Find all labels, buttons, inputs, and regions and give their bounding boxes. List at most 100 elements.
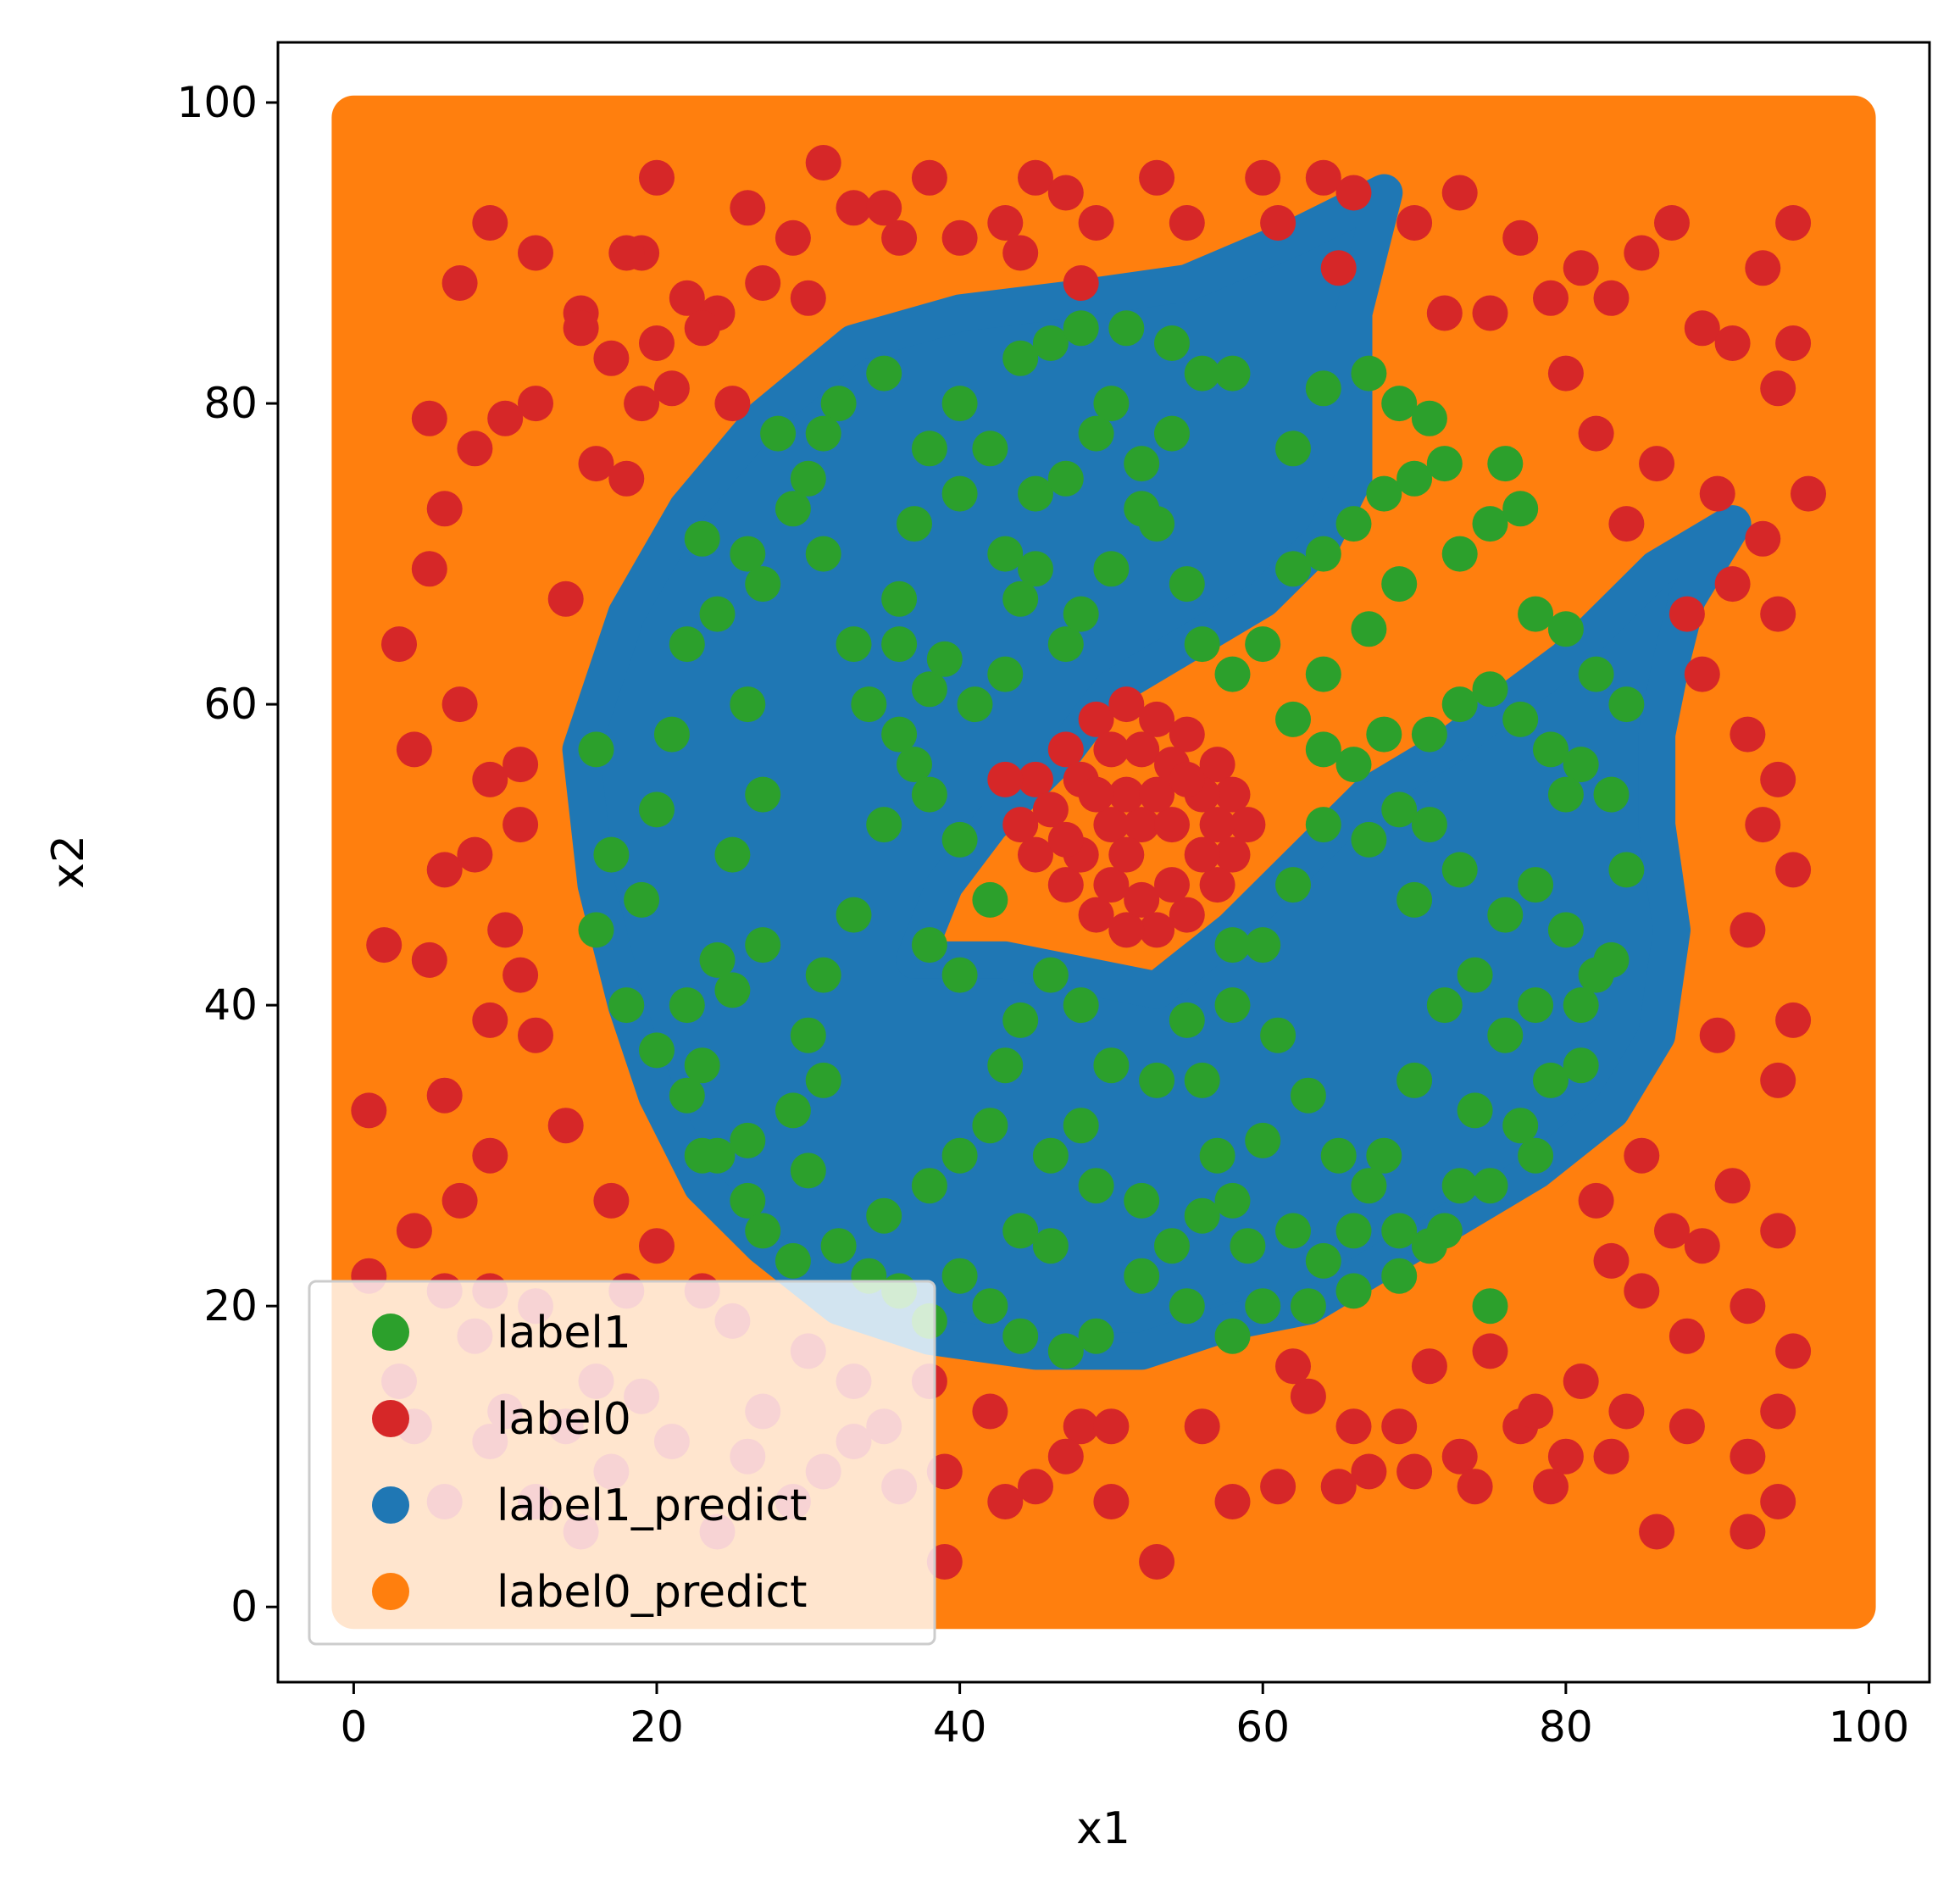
point-label1 [760, 415, 797, 452]
point-label0 [987, 1484, 1024, 1519]
point-label0 [547, 580, 584, 617]
point-label0 [1154, 807, 1190, 843]
point-label1 [699, 941, 736, 978]
point-label0 [1608, 1393, 1645, 1430]
y-tick-label: 20 [203, 1281, 258, 1330]
point-label1 [1518, 867, 1554, 903]
point-label0 [1775, 1002, 1812, 1038]
point-label0 [639, 159, 675, 196]
point-label1 [1018, 551, 1053, 587]
point-label0 [1730, 1288, 1766, 1325]
point-label0 [1654, 205, 1690, 241]
point-label0 [1063, 1408, 1099, 1445]
point-label1 [745, 776, 781, 813]
point-label0 [714, 386, 751, 422]
point-label0 [1093, 867, 1130, 903]
point-label0 [1230, 807, 1266, 843]
point-label0 [941, 219, 978, 256]
point-label0 [457, 430, 493, 467]
point-label0 [396, 1213, 432, 1249]
point-label0 [1775, 1333, 1812, 1369]
point-label1 [897, 506, 932, 542]
point-label0 [1684, 656, 1720, 692]
point-label0 [1214, 1484, 1251, 1519]
point-label1 [820, 386, 857, 422]
point-label0 [1047, 175, 1084, 211]
point-label1 [1335, 747, 1372, 783]
point-label1 [911, 1168, 947, 1204]
point-label1 [1487, 446, 1524, 482]
point-label1 [1305, 370, 1341, 407]
point-label1 [669, 626, 705, 663]
y-tick-label: 80 [203, 379, 258, 428]
point-label1 [941, 1258, 978, 1294]
point-label1 [1366, 716, 1402, 753]
point-label1 [775, 1092, 811, 1129]
point-label0 [745, 265, 781, 301]
point-label1 [1533, 1062, 1569, 1098]
point-label0 [441, 1182, 478, 1219]
point-label1 [1381, 1258, 1418, 1294]
point-label0 [1199, 807, 1235, 843]
y-tick-label: 0 [230, 1582, 258, 1631]
point-label0 [1457, 1469, 1493, 1505]
point-label0 [881, 219, 918, 256]
point-label0 [1047, 821, 1084, 858]
point-label1 [866, 807, 902, 843]
legend-marker-label1 [372, 1314, 409, 1351]
point-label1 [1063, 1108, 1099, 1144]
point-label1 [730, 686, 766, 723]
point-label1 [805, 536, 841, 572]
point-label1 [714, 836, 751, 873]
point-label0 [972, 1393, 1008, 1430]
point-label1 [1275, 867, 1311, 903]
point-label1 [1260, 1017, 1296, 1053]
point-label0 [1760, 596, 1796, 632]
point-label1 [1002, 1002, 1039, 1038]
point-label1 [1487, 1017, 1524, 1053]
point-label0 [1699, 1017, 1735, 1053]
point-label1 [1154, 1228, 1190, 1264]
point-label0 [1730, 716, 1766, 753]
point-label0 [1290, 1378, 1326, 1414]
point-label1 [1472, 506, 1508, 542]
point-label0 [1624, 1137, 1660, 1174]
point-label0 [411, 551, 447, 587]
point-label1 [1275, 701, 1311, 737]
point-label0 [987, 205, 1024, 241]
point-label0 [1563, 1364, 1599, 1399]
point-label1 [851, 686, 887, 723]
point-label1 [1032, 1228, 1069, 1264]
point-label1 [790, 460, 826, 497]
point-label1 [593, 836, 630, 873]
point-label1 [1305, 807, 1341, 843]
point-label1 [1351, 355, 1387, 392]
point-label0 [366, 927, 403, 964]
point-label1 [1396, 1062, 1433, 1098]
point-label1 [1563, 987, 1599, 1024]
point-label0 [1139, 1544, 1175, 1580]
point-label1 [1351, 821, 1387, 858]
y-axis: 0 20 40 60 80 100 [177, 78, 278, 1631]
point-label1 [1411, 716, 1447, 753]
point-label1 [972, 430, 1008, 467]
point-label1 [1214, 927, 1251, 964]
point-label0 [563, 310, 599, 347]
point-label1 [1366, 1137, 1402, 1174]
point-label1 [684, 520, 720, 557]
point-label1 [1214, 355, 1251, 392]
point-label1 [745, 566, 781, 603]
point-label1 [805, 1062, 841, 1098]
point-label1 [714, 972, 751, 1008]
point-label0 [1472, 1333, 1508, 1369]
point-label1 [1396, 881, 1433, 918]
point-label1 [1124, 446, 1160, 482]
point-label1 [1547, 912, 1584, 948]
point-label1 [1457, 957, 1493, 993]
point-label0 [1714, 566, 1751, 603]
legend-label-label0: label0 [497, 1394, 631, 1445]
point-label0 [1760, 370, 1796, 407]
point-label1 [1124, 1258, 1160, 1294]
point-label1 [987, 656, 1024, 692]
point-label1 [1199, 1137, 1235, 1174]
